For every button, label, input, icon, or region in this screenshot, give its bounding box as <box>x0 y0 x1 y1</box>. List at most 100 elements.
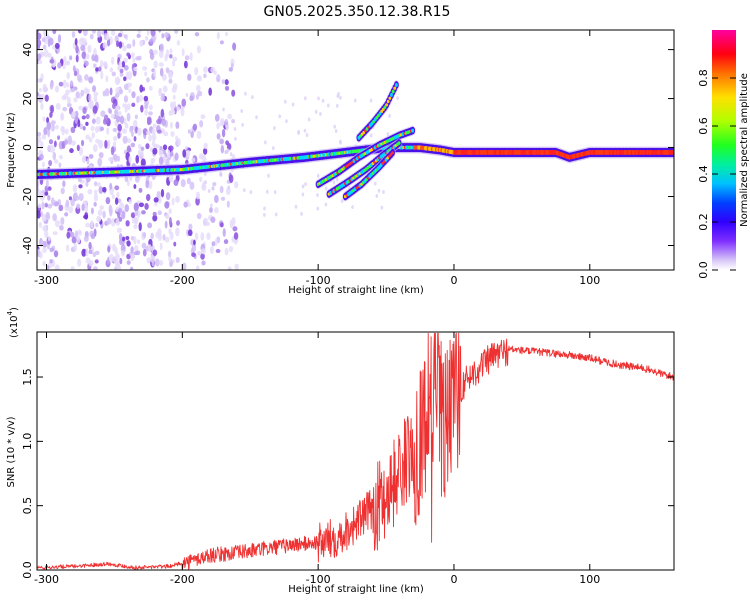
noise-speck <box>131 52 135 59</box>
noise-speck <box>95 116 101 125</box>
noise-speck <box>157 129 162 134</box>
noise-speck <box>119 257 123 265</box>
noise-speck <box>206 232 211 240</box>
noise-speck <box>157 196 162 204</box>
noise-speck <box>210 216 216 223</box>
noise-speck <box>48 160 53 167</box>
noise-speck <box>119 115 125 125</box>
noise-speck <box>39 141 44 149</box>
noise-speck <box>294 204 298 209</box>
noise-speck <box>165 67 170 74</box>
noise-speck <box>168 208 172 215</box>
noise-speck <box>230 167 234 173</box>
noise-speck <box>75 195 80 201</box>
noise-speck <box>148 244 152 252</box>
noise-speck <box>168 145 174 151</box>
ridge-core <box>389 153 393 156</box>
noise-speck <box>90 233 96 240</box>
noise-speck <box>61 95 67 101</box>
svg-text:(x104): (x104) <box>6 307 20 338</box>
noise-speck <box>49 247 54 253</box>
noise-speck <box>137 239 141 244</box>
noise-speck <box>85 53 90 60</box>
noise-speck <box>58 81 64 87</box>
noise-speck <box>97 30 102 38</box>
snr-multiplier-exp: 4 <box>6 310 14 315</box>
noise-speck <box>219 185 224 194</box>
spectrogram-y-ticks: -40 -20 0 20 40 <box>21 43 674 254</box>
noise-speck <box>149 52 155 60</box>
noise-speck <box>77 74 82 82</box>
noise-speck <box>54 220 61 228</box>
noise-speck <box>46 179 49 188</box>
noise-speck <box>117 32 123 38</box>
noise-speck <box>167 250 172 258</box>
noise-speck <box>230 63 234 69</box>
noise-speck <box>304 96 307 101</box>
noise-speck <box>112 127 117 132</box>
noise-speck <box>151 261 155 267</box>
noise-speck <box>200 252 205 260</box>
noise-speck <box>162 144 168 151</box>
spectrogram-y-tick-label: 0 <box>21 144 34 151</box>
noise-speck <box>263 206 266 211</box>
noise-speck <box>191 252 196 258</box>
colorbar-label: Normalized spectral amplitude <box>739 73 750 227</box>
noise-speck <box>123 95 129 103</box>
noise-speck <box>102 186 107 193</box>
noise-speck <box>196 212 202 220</box>
noise-speck <box>85 248 89 257</box>
noise-speck <box>134 114 138 120</box>
noise-speck <box>226 200 230 208</box>
noise-speck <box>72 184 78 193</box>
noise-speck <box>193 239 196 246</box>
noise-speck <box>339 140 342 145</box>
noise-speck <box>108 108 112 115</box>
noise-speck <box>197 90 203 97</box>
noise-speck <box>212 181 217 187</box>
noise-speck <box>126 52 131 57</box>
noise-speck <box>136 95 140 104</box>
noise-speck <box>83 30 88 37</box>
noise-speck <box>190 130 194 138</box>
noise-speck <box>300 211 303 216</box>
noise-speck <box>234 181 239 189</box>
noise-speck <box>109 182 113 190</box>
noise-speck <box>214 207 219 214</box>
noise-speck <box>169 54 173 59</box>
noise-speck <box>137 30 142 34</box>
noise-speck <box>209 245 214 255</box>
noise-speck <box>219 138 225 145</box>
noise-speck <box>77 229 82 235</box>
noise-speck <box>93 63 97 68</box>
noise-speck <box>60 125 65 133</box>
noise-speck <box>50 120 56 125</box>
ridge-branch-3 <box>342 147 396 202</box>
ridge-core <box>411 128 415 133</box>
noise-speck <box>85 121 89 127</box>
noise-speck <box>204 180 207 185</box>
noise-speck <box>317 96 320 101</box>
scattered-noise <box>37 30 399 270</box>
noise-speck <box>74 38 78 46</box>
noise-speck <box>130 246 134 254</box>
ridge-core <box>391 151 394 155</box>
noise-speck <box>152 214 158 222</box>
noise-speck <box>97 157 103 167</box>
noise-speck <box>159 43 164 52</box>
noise-speck <box>183 60 188 69</box>
noise-speck <box>211 186 215 191</box>
noise-speck <box>128 199 133 204</box>
noise-speck <box>374 181 377 186</box>
noise-speck <box>111 103 116 110</box>
noise-speck <box>66 96 71 105</box>
noise-speck <box>47 38 51 48</box>
noise-speck <box>98 186 104 194</box>
noise-speck <box>37 78 40 83</box>
ridge-branch-1 <box>314 125 416 190</box>
ridge-core <box>393 86 397 90</box>
noise-speck <box>161 118 167 127</box>
noise-speck <box>113 135 118 142</box>
noise-speck <box>124 204 130 213</box>
noise-speck <box>380 205 384 210</box>
